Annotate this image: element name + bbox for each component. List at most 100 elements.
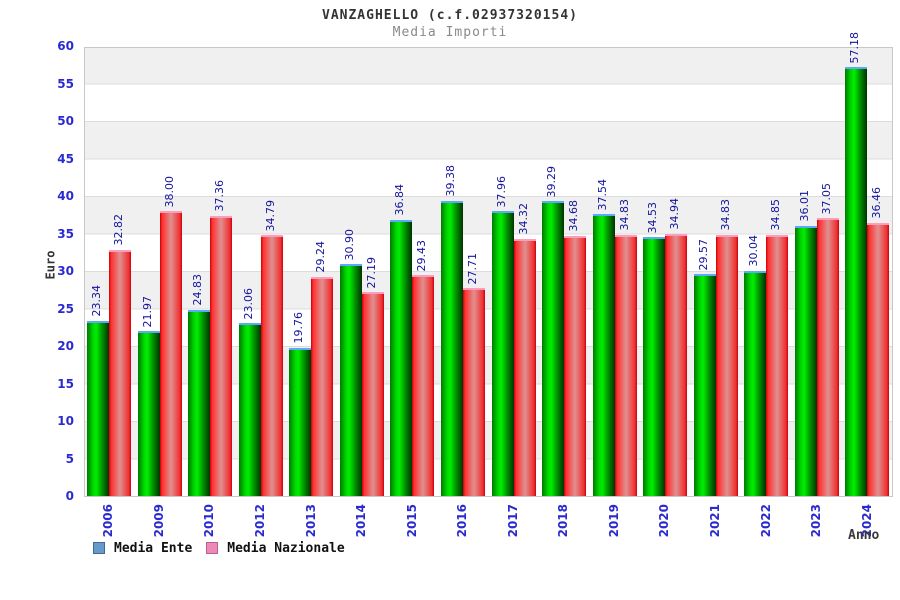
y-tick-label-5: 5 bbox=[65, 451, 74, 466]
bar-media-ente-2018 bbox=[542, 201, 565, 496]
bar-value-label-media-ente-2017: 37.96 bbox=[494, 175, 508, 208]
bar-value-label-media-ente-2019: 37.54 bbox=[595, 178, 609, 211]
bar-value-label-media-nazionale-2018: 34.68 bbox=[567, 200, 581, 232]
bar-value-label-media-ente-2020: 34.53 bbox=[646, 201, 660, 234]
x-tick-label-2006: 2006 bbox=[101, 504, 116, 538]
legend: Media Ente Media Nazionale bbox=[93, 540, 345, 556]
legend-item-media-ente: Media Ente bbox=[93, 541, 192, 556]
bar-media-nazionale-2009 bbox=[159, 211, 182, 496]
bar-value-label-media-ente-2016: 39.38 bbox=[443, 165, 457, 197]
bar-value-label-media-ente-2006: 23.34 bbox=[90, 285, 103, 317]
x-tick-label-2015: 2015 bbox=[404, 504, 419, 538]
legend-swatch-media-ente-icon bbox=[93, 542, 105, 554]
y-tick-label-45: 45 bbox=[57, 151, 74, 166]
y-tick-label-50: 50 bbox=[57, 114, 74, 128]
bar-value-label-media-nazionale-2023: 37.05 bbox=[819, 182, 833, 215]
y-tick-label-30: 30 bbox=[57, 264, 74, 278]
bar-media-ente-2023 bbox=[794, 225, 817, 496]
bar-media-nazionale-2017 bbox=[513, 238, 536, 496]
bar-value-label-media-nazionale-2014: 27.19 bbox=[364, 256, 378, 289]
legend-swatch-media-nazionale-icon bbox=[206, 542, 219, 554]
bar-media-ente-2014 bbox=[339, 264, 362, 496]
legend-label-media-ente: Media Ente bbox=[114, 540, 193, 556]
bar-value-label-media-nazionale-2019: 34.83 bbox=[617, 199, 631, 231]
y-tick-label-55: 55 bbox=[57, 76, 74, 91]
bar-media-ente-2017 bbox=[491, 211, 514, 496]
y-tick-label-0: 0 bbox=[65, 489, 74, 503]
y-tick-label-40: 40 bbox=[57, 189, 74, 203]
bar-value-label-media-nazionale-2009: 38.00 bbox=[162, 175, 176, 208]
x-tick-label-2021: 2021 bbox=[708, 504, 723, 538]
bar-media-nazionale-2012 bbox=[260, 235, 283, 496]
bar-media-ente-2010 bbox=[188, 309, 211, 496]
x-tick-label-2016: 2016 bbox=[455, 504, 470, 538]
bar-value-label-media-ente-2014: 30.90 bbox=[342, 228, 356, 261]
bar-value-label-media-ente-2012: 23.06 bbox=[241, 287, 255, 320]
bar-media-ente-2024 bbox=[845, 67, 868, 496]
bar-media-nazionale-2006 bbox=[109, 249, 131, 496]
bar-value-label-media-nazionale-2022: 34.85 bbox=[769, 199, 783, 231]
y-tick-label-25: 25 bbox=[57, 301, 74, 316]
x-tick-label-2023: 2023 bbox=[809, 504, 824, 538]
bar-media-ente-2019 bbox=[592, 214, 615, 496]
bar-media-ente-2022 bbox=[744, 270, 767, 496]
bar-media-nazionale-2024 bbox=[867, 222, 890, 496]
chart-title: VANZAGHELLO (c.f.02937320154) bbox=[322, 8, 578, 23]
bar-value-label-media-ente-2009: 21.97 bbox=[140, 295, 154, 328]
bar-value-label-media-ente-2021: 29.57 bbox=[696, 238, 710, 271]
chart-subtitle: Media Importi bbox=[392, 25, 508, 40]
bar-value-label-media-nazionale-2016: 27.71 bbox=[465, 252, 479, 285]
x-tick-label-2019: 2019 bbox=[606, 504, 621, 538]
y-tick-label-35: 35 bbox=[57, 226, 74, 241]
bar-value-label-media-nazionale-2021: 34.83 bbox=[718, 199, 732, 231]
bar-media-nazionale-2013 bbox=[311, 276, 334, 496]
bar-media-ente-2016 bbox=[440, 200, 463, 496]
y-tick-label-20: 20 bbox=[57, 339, 74, 353]
bar-media-nazionale-2010 bbox=[210, 215, 233, 496]
bar-value-label-media-ente-2023: 36.01 bbox=[797, 190, 811, 222]
bar-media-nazionale-2015 bbox=[412, 275, 435, 496]
bar-media-nazionale-2021 bbox=[715, 234, 738, 496]
bar-value-label-media-ente-2024: 57.18 bbox=[848, 31, 862, 64]
bar-value-label-media-nazionale-2006: 32.82 bbox=[112, 214, 125, 246]
bar-media-nazionale-2023 bbox=[816, 218, 839, 496]
bar-value-label-media-nazionale-2013: 29.24 bbox=[314, 241, 328, 273]
x-tick-label-2020: 2020 bbox=[657, 504, 672, 538]
bar-value-label-media-nazionale-2012: 34.79 bbox=[263, 199, 277, 232]
bar-media-nazionale-2019 bbox=[614, 234, 637, 496]
bar-value-label-media-nazionale-2024: 36.46 bbox=[870, 187, 884, 219]
x-tick-label-2014: 2014 bbox=[354, 504, 369, 538]
x-tick-label-2017: 2017 bbox=[505, 504, 520, 538]
bar-value-label-media-nazionale-2015: 29.43 bbox=[415, 239, 429, 272]
bar-media-nazionale-2020 bbox=[665, 233, 688, 496]
bar-value-label-media-nazionale-2010: 37.36 bbox=[213, 180, 227, 212]
y-tick-label-15: 15 bbox=[57, 376, 74, 391]
x-tick-label-2009: 2009 bbox=[151, 504, 166, 538]
bar-media-nazionale-2016 bbox=[462, 288, 485, 496]
bar-value-label-media-ente-2015: 36.84 bbox=[393, 184, 407, 216]
bar-media-nazionale-2018 bbox=[564, 235, 587, 496]
y-tick-label-10: 10 bbox=[57, 414, 74, 428]
bar-value-label-media-nazionale-2020: 34.94 bbox=[668, 198, 682, 230]
bar-value-label-media-ente-2022: 30.04 bbox=[747, 235, 761, 267]
bar-media-ente-2006 bbox=[87, 320, 109, 496]
bar-media-ente-2015 bbox=[390, 219, 413, 496]
plot-area: 23.34 32.82 21.97 38.00 24.83 37.36 23.06 34.79… bbox=[84, 32, 893, 497]
x-tick-label-2012: 2012 bbox=[252, 504, 267, 538]
bar-media-nazionale-2014 bbox=[361, 292, 384, 496]
bar-value-label-media-ente-2010: 24.83 bbox=[191, 274, 205, 306]
x-tick-label-2013: 2013 bbox=[303, 504, 318, 538]
bar-media-ente-2020 bbox=[643, 237, 666, 496]
bar-media-nazionale-2022 bbox=[766, 234, 789, 496]
bar-media-ente-2012 bbox=[238, 323, 261, 496]
x-tick-label-2010: 2010 bbox=[202, 504, 217, 538]
bar-value-label-media-nazionale-2017: 34.32 bbox=[516, 203, 530, 235]
bar-media-ente-2021 bbox=[693, 274, 716, 496]
x-axis-title: Anno bbox=[848, 528, 880, 543]
y-tick-label-60: 60 bbox=[57, 39, 74, 53]
legend-label-media-nazionale: Media Nazionale bbox=[227, 540, 345, 556]
bar-media-ente-2009 bbox=[137, 331, 160, 496]
x-tick-label-2018: 2018 bbox=[556, 504, 571, 538]
bar-value-label-media-ente-2013: 19.76 bbox=[292, 312, 306, 344]
